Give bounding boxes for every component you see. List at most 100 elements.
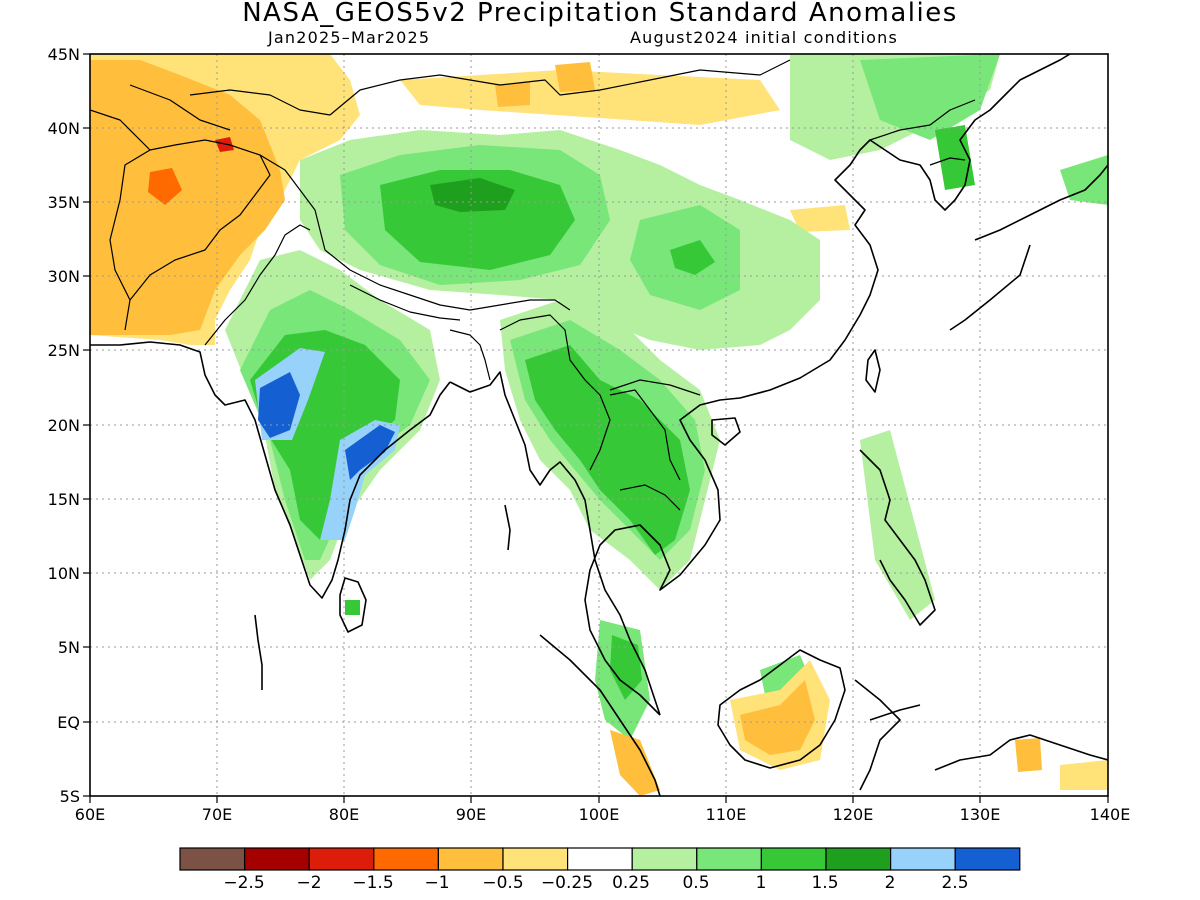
border-china-vietnam	[609, 379, 701, 396]
wet-tibet-max	[430, 178, 515, 212]
y-tick-label: 20N	[48, 416, 80, 435]
x-tick-label: 140E	[1090, 805, 1131, 824]
colorbar-swatch	[631, 847, 698, 871]
wet-korea	[935, 125, 975, 190]
colorbar-swatch	[825, 847, 892, 871]
y-tick-label: 45N	[48, 45, 80, 64]
x-tick-label: 70E	[202, 805, 232, 824]
colorbar-label: 0.25	[612, 873, 650, 893]
dry-spot-afghanistan	[148, 168, 182, 205]
coast-andaman	[504, 504, 511, 551]
x-tick-label: 80E	[329, 805, 359, 824]
coast-borneo	[717, 649, 846, 769]
coast-hainan	[711, 417, 741, 446]
very-wet-india-east	[345, 425, 395, 480]
wet-philippines	[860, 430, 935, 620]
colorbar-label: 1.5	[811, 873, 838, 893]
colorbar-swatch	[179, 847, 246, 871]
colorbar-label: 1	[756, 873, 767, 893]
y-tick-label: EQ	[57, 713, 80, 732]
wet-tibet-core	[380, 170, 575, 270]
x-tick-label: 100E	[579, 805, 620, 824]
colorbar-label: −1	[424, 873, 449, 893]
y-tick-label: 30N	[48, 267, 80, 286]
border-korea	[929, 157, 966, 166]
country-borders	[90, 59, 976, 511]
colorbar-label: −2	[296, 873, 321, 893]
x-tick-label: 120E	[833, 805, 874, 824]
border-nepal	[349, 284, 461, 321]
map-title: NASA_GEOS5v2 Precipitation Standard Anom…	[242, 0, 958, 28]
anomaly-shading	[90, 54, 1108, 796]
colorbar-swatch	[373, 847, 439, 871]
coast-taiwan	[865, 349, 881, 393]
x-tick-label: 130E	[960, 805, 1001, 824]
coast-philippines	[859, 449, 936, 626]
wet-indochina-core	[525, 345, 690, 555]
coast-bengal	[449, 371, 661, 716]
dry-spot-gobi	[495, 82, 530, 107]
x-tick-label: 90E	[456, 805, 486, 824]
y-tick-label: 15N	[48, 490, 80, 509]
border-turkmenistan	[90, 84, 231, 151]
dry-region-west-core	[90, 60, 285, 335]
y-tick-label: 40N	[48, 119, 80, 138]
x-axis-labels: 60E 70E 80E 90E 100E 110E 120E 130E 140E	[75, 805, 1131, 824]
colorbar-swatch	[244, 847, 310, 871]
border-tibet-india	[324, 249, 571, 311]
colorbar-label: 2	[885, 873, 896, 893]
wet-sichuan-core	[670, 240, 715, 275]
coast-arabian-sea	[90, 341, 451, 599]
colorbar-label: −0.5	[482, 873, 523, 893]
colorbar-labels: −2.5 −2 −1.5 −1 −0.5 −0.25 0.25 0.5 1 1.…	[223, 873, 968, 893]
wet-japan	[1060, 155, 1108, 205]
y-tick-label: 5S	[60, 787, 80, 806]
dry-east-edge	[1060, 760, 1108, 790]
x-tick-label: 60E	[75, 805, 105, 824]
border-kyrgyz	[189, 89, 331, 116]
y-tick-label: 25N	[48, 341, 80, 360]
dry-spot-china-coast	[790, 205, 850, 232]
wet-malaya-core	[610, 635, 642, 700]
wet-sri-lanka	[345, 600, 360, 615]
colorbar: −2.5 −2 −1.5 −1 −0.5 −0.25 0.25 0.5 1 1.…	[179, 847, 1021, 893]
dry-sumatra	[610, 730, 660, 796]
coast-sumatra	[539, 634, 661, 796]
coast-sri-lanka	[339, 577, 367, 633]
coast-gulf-of-thailand	[584, 397, 741, 716]
colorbar-label: −2.5	[223, 873, 264, 893]
y-axis-labels: 5S EQ 5N 10N 15N 20N 25N 30N 35N 40N 45N	[48, 45, 80, 806]
forecast-period: Jan2025–Mar2025	[268, 28, 431, 47]
coast-japan	[949, 164, 1108, 331]
dry-papua	[1015, 738, 1042, 772]
tick-marks	[83, 53, 1109, 803]
y-tick-label: 35N	[48, 193, 80, 212]
coast-sulawesi	[854, 679, 921, 791]
dry-spot-mongolia	[555, 62, 595, 92]
border-cambodia	[619, 484, 681, 511]
colorbar-label: 2.5	[941, 873, 968, 893]
border-kashmir	[259, 154, 326, 251]
colorbar-swatch	[566, 847, 633, 871]
border-china-korea	[869, 99, 976, 141]
colorbar-swatch	[502, 847, 569, 871]
wet-northeast-core	[860, 54, 1000, 140]
border-iran-afghanistan	[109, 144, 176, 331]
colorbar-swatch	[954, 847, 1021, 871]
colorbar-label: −1.5	[352, 873, 393, 893]
coastlines	[90, 54, 1108, 796]
very-wet-india-west	[258, 372, 300, 438]
y-tick-label: 10N	[48, 564, 80, 583]
coast-maldives	[254, 614, 263, 690]
colorbar-swatch	[308, 847, 375, 871]
border-afghanistan-pakistan	[129, 139, 271, 301]
dry-borneo-core	[740, 680, 815, 755]
colorbar-swatch	[437, 847, 504, 871]
colorbar-swatch	[696, 847, 762, 871]
colorbar-swatch	[760, 847, 827, 871]
border-myanmar	[499, 314, 611, 471]
border-bangladesh	[449, 329, 491, 381]
colorbar-label: −0.25	[541, 873, 593, 893]
x-tick-label: 110E	[706, 805, 747, 824]
